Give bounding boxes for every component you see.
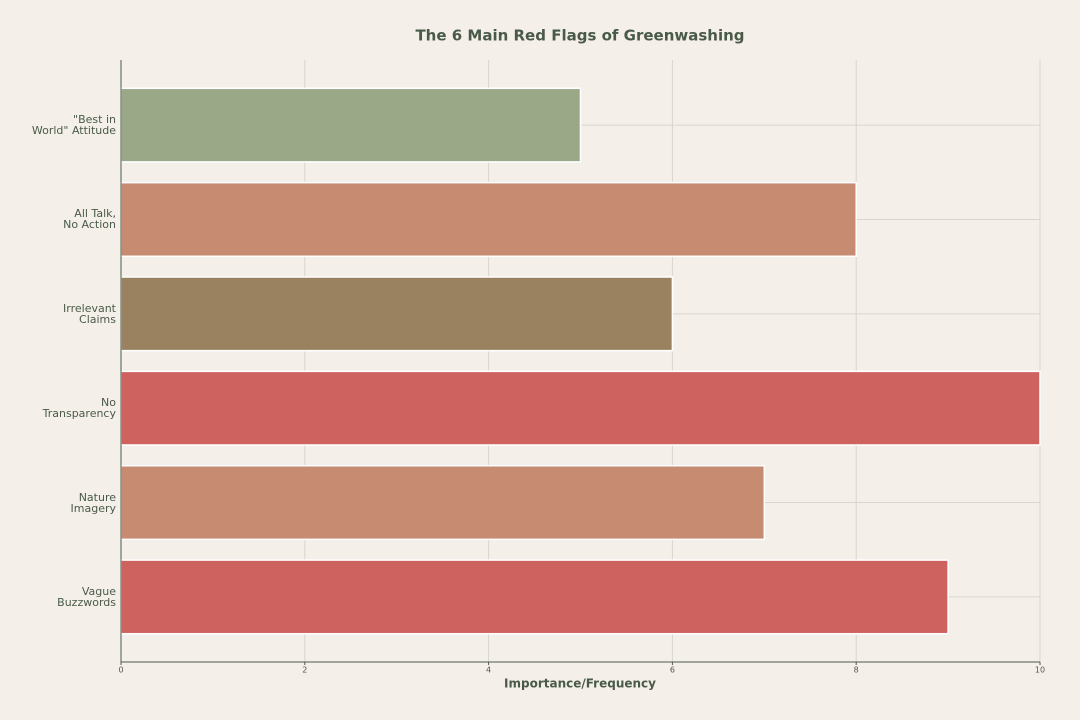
y-tick-label: All Talk, No Action	[63, 207, 116, 232]
y-tick-label: "Best in World" Attitude	[31, 113, 116, 138]
x-tick-label: 2	[302, 666, 307, 675]
bar	[120, 370, 1041, 446]
bar	[120, 559, 949, 635]
bar	[120, 181, 857, 258]
x-tick-label: 10	[1035, 666, 1045, 675]
bar	[120, 464, 766, 541]
y-tick-label: Irrelevant Claims	[63, 301, 116, 326]
y-tick-label: Nature Imagery	[70, 490, 116, 515]
x-axis-label: Importance/Frequency	[504, 677, 656, 691]
chart-title: The 6 Main Red Flags of Greenwashing	[415, 27, 744, 45]
y-tick-label: Vague Buzzwords	[57, 584, 116, 609]
bar	[120, 87, 582, 163]
bar	[120, 276, 674, 352]
y-tick-label: No Transparency	[42, 396, 116, 421]
x-tick-label: 4	[486, 666, 491, 675]
x-tick-label: 6	[670, 666, 675, 675]
x-tick-label: 0	[118, 666, 123, 675]
x-tick-label: 8	[854, 666, 859, 675]
